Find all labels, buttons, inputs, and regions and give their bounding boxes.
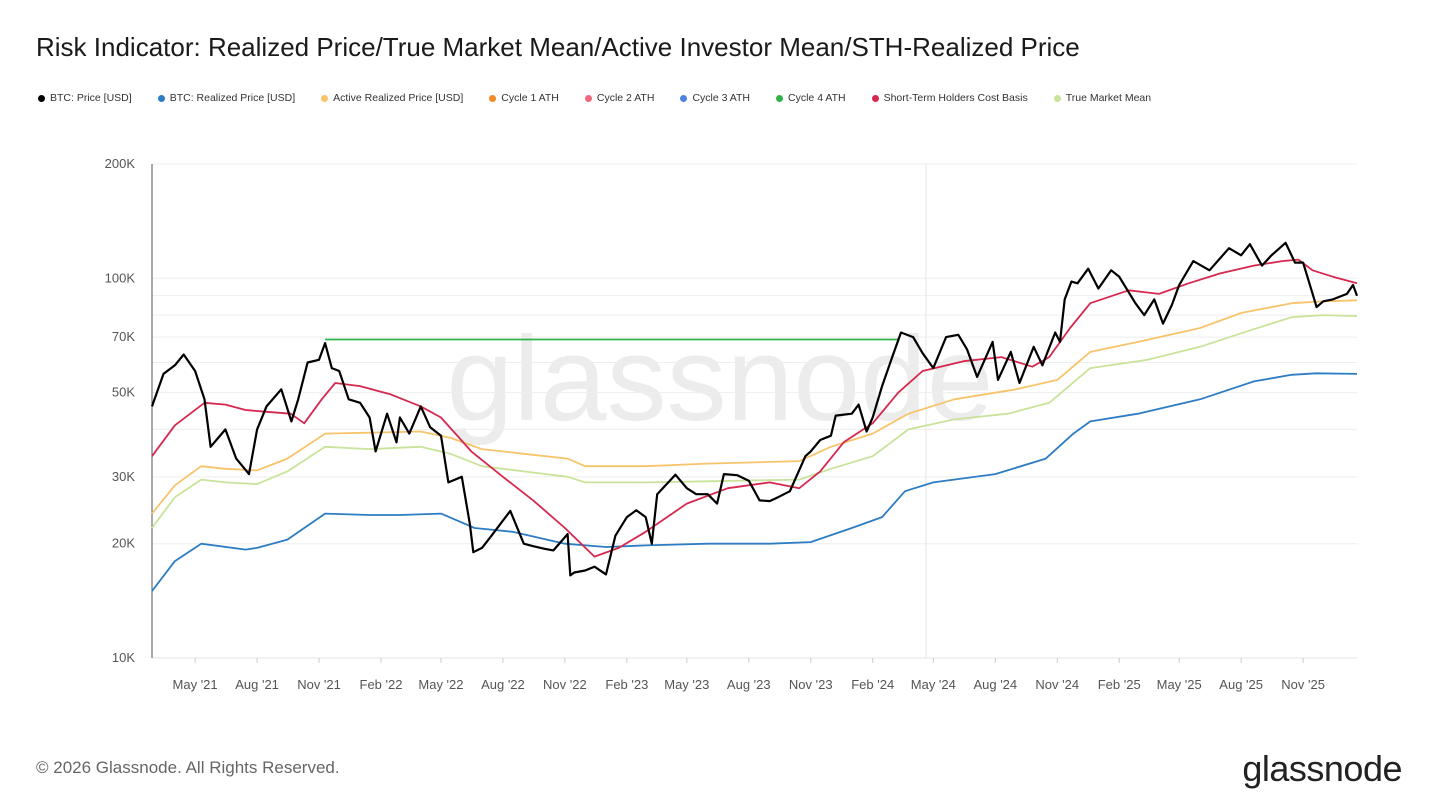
legend-label: Active Realized Price [USD]: [333, 92, 464, 104]
legend-marker-icon: [776, 94, 784, 102]
x-tick-label: Nov '21: [297, 677, 341, 692]
x-tick-label: May '22: [418, 677, 463, 692]
legend-label: Cycle 4 ATH: [788, 92, 846, 104]
series-line-true-market-mean: [151, 314, 1358, 529]
x-tick-label: Feb '25: [1098, 677, 1141, 692]
series-line-btc-realized-price-usd: [151, 372, 1358, 592]
legend-item[interactable]: Cycle 3 ATH: [680, 92, 750, 104]
legend-marker-icon: [489, 94, 497, 102]
legend-marker-icon: [321, 94, 329, 102]
y-tick-label: 50K: [112, 385, 135, 400]
legend-label: Cycle 2 ATH: [596, 92, 655, 104]
y-tick-label: 10K: [112, 650, 135, 665]
legend-item[interactable]: Cycle 1 ATH: [489, 92, 559, 104]
y-tick-label: 30K: [112, 469, 135, 484]
legend-item[interactable]: BTC: Price [USD]: [38, 92, 132, 104]
series-line-short-term-holders-cost-basis: [151, 258, 1358, 558]
legend-marker-icon: [680, 94, 688, 102]
x-tick-label: Feb '22: [360, 677, 403, 692]
x-tick-label: May '21: [173, 677, 218, 692]
legend-item[interactable]: BTC: Realized Price [USD]: [157, 92, 296, 104]
x-tick-label: May '25: [1157, 677, 1202, 692]
glassnode-logo: glassnode: [1242, 748, 1402, 789]
legend: BTC: Price [USD] BTC: Realized Price [USD…: [38, 92, 1177, 104]
watermark: glassnode: [446, 312, 993, 446]
x-tick-label: Nov '25: [1281, 677, 1325, 692]
x-tick-label: May '23: [664, 677, 709, 692]
x-tick-label: Nov '24: [1035, 677, 1079, 692]
x-tick-label: Feb '24: [851, 677, 894, 692]
x-tick-label: Aug '24: [973, 677, 1017, 692]
series-line-active-realized-price-usd: [151, 299, 1358, 515]
legend-label: Cycle 3 ATH: [692, 92, 751, 104]
series-line-btc-price-usd: [150, 241, 1359, 577]
chart-title: Risk Indicator: Realized Price/True Mark…: [36, 32, 1080, 62]
legend-item[interactable]: Active Realized Price [USD]: [321, 92, 463, 104]
x-tick-label: Aug '21: [235, 677, 279, 692]
legend-label: Cycle 1 ATH: [501, 92, 559, 104]
x-tick-label: Nov '23: [789, 677, 833, 692]
x-tick-label: May '24: [911, 677, 956, 692]
legend-item[interactable]: Short-Term Holders Cost Basis: [871, 92, 1028, 104]
legend-item[interactable]: Cycle 2 ATH: [584, 92, 655, 104]
y-tick-label: 20K: [112, 536, 135, 551]
legend-marker-icon: [157, 94, 165, 102]
y-tick-label: 200K: [105, 156, 136, 171]
x-tick-label: Aug '22: [481, 677, 525, 692]
legend-marker-icon: [1053, 94, 1061, 102]
x-tick-label: Nov '22: [543, 677, 587, 692]
y-tick-label: 100K: [105, 270, 136, 285]
legend-label: BTC: Price [USD]: [50, 92, 132, 104]
x-tick-label: Aug '25: [1219, 677, 1263, 692]
legend-label: BTC: Realized Price [USD]: [169, 92, 296, 104]
legend-marker-icon: [871, 94, 879, 102]
y-tick-label: 70K: [112, 329, 135, 344]
legend-item[interactable]: Cycle 4 ATH: [776, 92, 846, 104]
legend-marker-icon: [38, 94, 45, 102]
legend-marker-icon: [584, 94, 592, 102]
x-tick-label: Aug '23: [727, 677, 771, 692]
copyright-footer: © 2026 Glassnode. All Rights Reserved.: [36, 758, 340, 777]
legend-item[interactable]: True Market Mean: [1053, 92, 1152, 104]
legend-label: True Market Mean: [1065, 92, 1152, 104]
legend-label: Short-Term Holders Cost Basis: [883, 92, 1028, 104]
x-tick-label: Feb '23: [605, 677, 648, 692]
